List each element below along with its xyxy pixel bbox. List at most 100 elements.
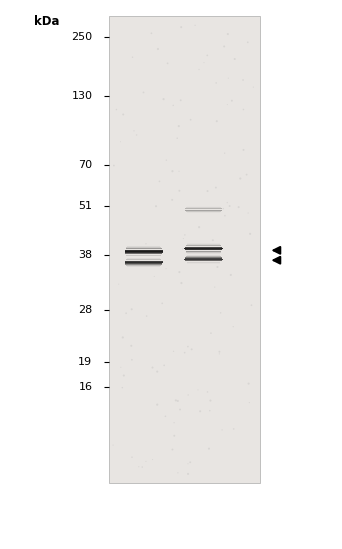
Text: 130: 130 [71, 91, 92, 101]
Point [225, 30, 231, 38]
Point [180, 245, 185, 254]
Point [176, 122, 182, 131]
Point [129, 341, 134, 350]
Point [155, 367, 160, 376]
Text: 19: 19 [78, 357, 92, 367]
Text: 51: 51 [78, 201, 92, 211]
Point [141, 88, 146, 97]
Point [159, 299, 165, 308]
Point [216, 350, 222, 358]
Point [224, 198, 230, 207]
Point [149, 29, 154, 38]
Point [163, 264, 169, 273]
Point [171, 101, 176, 110]
Point [196, 223, 202, 232]
Point [208, 329, 214, 338]
Point [120, 110, 126, 119]
Point [114, 105, 119, 114]
Point [179, 279, 184, 288]
Text: kDa: kDa [34, 15, 60, 28]
Point [173, 396, 179, 405]
Point [196, 65, 202, 74]
Point [174, 134, 180, 143]
Point [205, 51, 210, 60]
Point [177, 405, 183, 414]
Point [188, 115, 193, 124]
Point [176, 268, 182, 277]
Point [130, 53, 135, 61]
Point [247, 398, 252, 407]
Point [136, 462, 142, 471]
Text: 38: 38 [78, 250, 92, 260]
Point [210, 236, 215, 245]
Point [178, 96, 183, 105]
Point [179, 23, 184, 31]
Point [222, 149, 227, 158]
Point [129, 305, 134, 313]
Point [225, 100, 230, 109]
Point [201, 58, 207, 67]
Point [150, 363, 155, 372]
Point [165, 59, 170, 68]
Point [226, 74, 231, 82]
Point [129, 453, 135, 462]
Point [197, 407, 203, 416]
Point [231, 322, 236, 331]
Point [176, 167, 182, 176]
Point [227, 201, 232, 210]
Point [172, 432, 177, 440]
Point [152, 272, 157, 281]
Point [187, 458, 193, 467]
Point [219, 425, 225, 434]
Point [213, 79, 219, 87]
Point [244, 170, 249, 179]
Point [241, 145, 246, 154]
Point [213, 183, 219, 192]
Point [131, 126, 137, 135]
Point [150, 455, 155, 464]
Point [249, 301, 254, 310]
Point [215, 262, 220, 271]
Point [185, 460, 191, 468]
Text: 28: 28 [78, 305, 92, 315]
Point [161, 361, 167, 369]
Point [185, 342, 190, 351]
Point [214, 117, 220, 126]
Point [240, 76, 246, 85]
Point [229, 96, 235, 105]
Point [118, 363, 123, 372]
Text: 70: 70 [78, 160, 92, 170]
Point [143, 239, 149, 248]
Point [189, 345, 194, 354]
Point [175, 468, 181, 477]
Point [185, 390, 191, 399]
Point [207, 406, 212, 415]
Point [241, 105, 246, 114]
Point [195, 385, 201, 394]
Point [175, 396, 181, 405]
Point [221, 42, 227, 51]
Point [120, 333, 126, 342]
Point [170, 445, 175, 454]
Point [143, 457, 149, 466]
Point [221, 204, 226, 213]
Point [161, 95, 166, 104]
Point [163, 156, 169, 165]
Point [246, 379, 251, 388]
Point [120, 383, 125, 392]
Point [111, 161, 117, 170]
Point [251, 83, 256, 92]
Bar [109, 16, 260, 483]
Point [134, 131, 140, 139]
Point [205, 187, 210, 195]
Point [217, 348, 222, 356]
Point [206, 444, 212, 453]
Text: 250: 250 [71, 32, 92, 42]
Point [212, 283, 218, 292]
Point [169, 195, 175, 204]
Point [231, 424, 236, 433]
Point [171, 418, 177, 427]
Point [170, 167, 175, 176]
Point [123, 309, 129, 318]
Point [155, 400, 160, 409]
